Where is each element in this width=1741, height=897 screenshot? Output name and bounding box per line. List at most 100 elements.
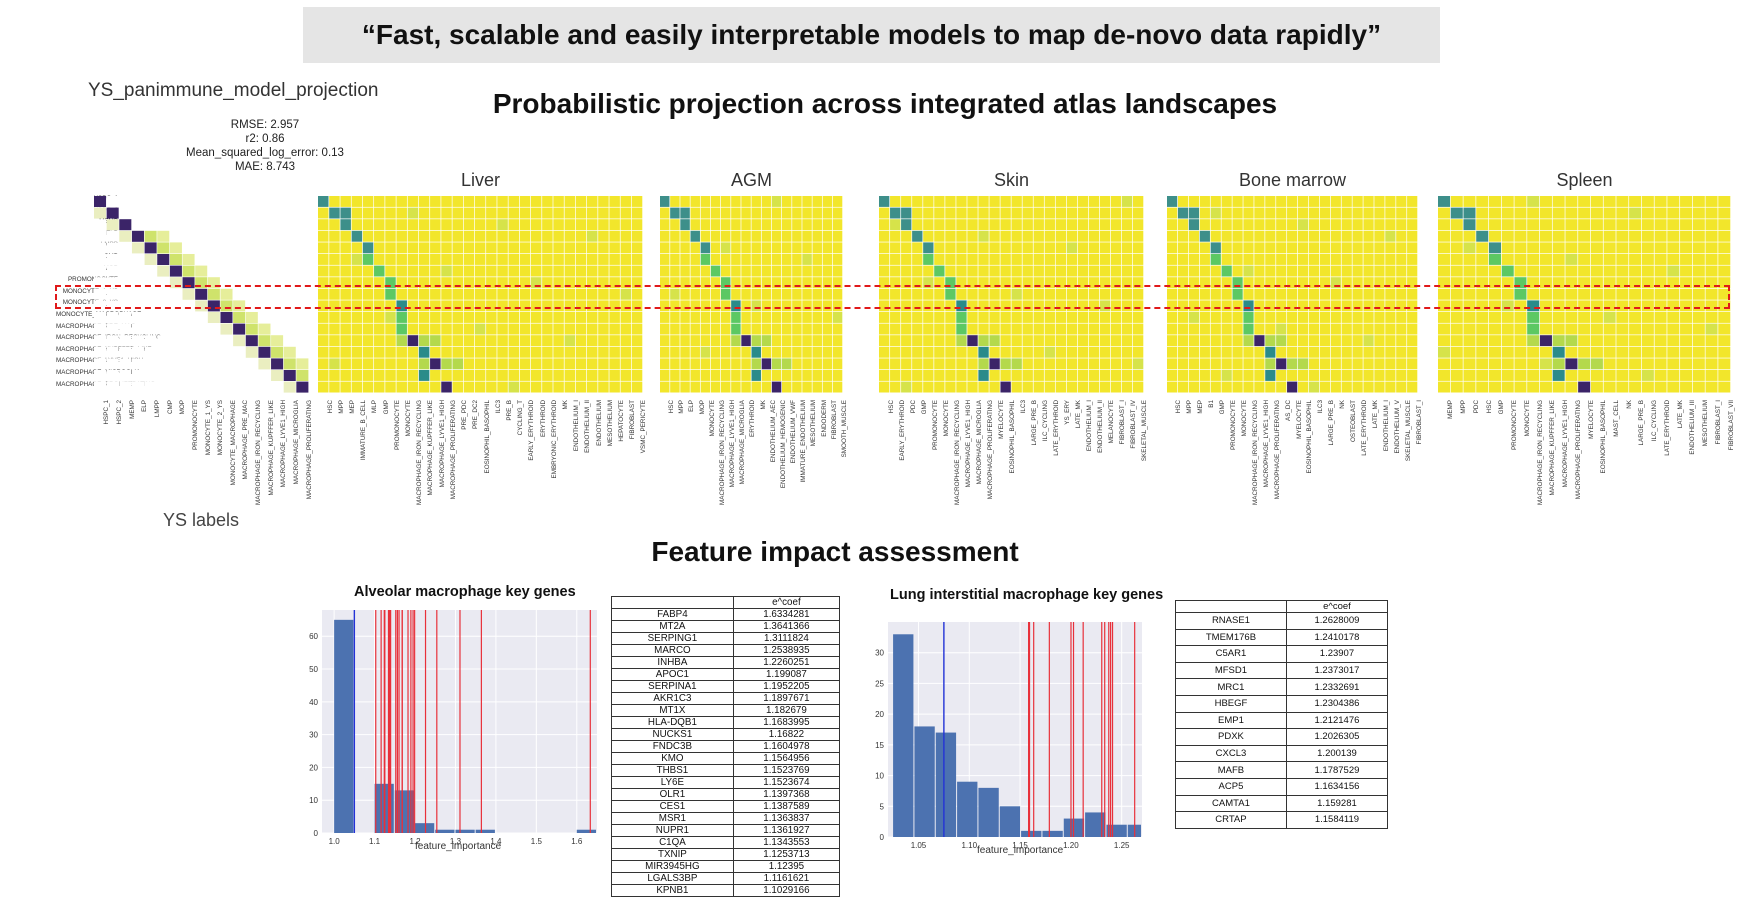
heatmap-cell <box>1297 265 1309 277</box>
gene-name: MT2A <box>611 620 734 633</box>
heatmap-cell <box>157 219 170 231</box>
heatmap-cell <box>119 242 132 254</box>
heatmap-cell <box>1066 196 1078 207</box>
heatmap-cell <box>1718 219 1731 231</box>
heatmap-cell <box>1488 288 1501 300</box>
heatmap-cell <box>1363 219 1374 231</box>
heatmap-cell <box>1667 312 1680 323</box>
heatmap-cell <box>1188 207 1200 219</box>
heatmap-cell <box>1243 196 1254 207</box>
heatmap-cell <box>362 265 374 277</box>
heatmap-cell <box>912 219 923 231</box>
heatmap-cell <box>1110 300 1122 312</box>
heatmap-cell <box>1578 207 1591 219</box>
heatmap-cell <box>761 381 772 393</box>
heatmap-cell <box>967 335 978 347</box>
heatmap-cell <box>1385 300 1396 312</box>
heatmap-cell <box>586 219 598 231</box>
heatmap-cell <box>761 346 772 358</box>
heatmap-cell <box>1188 323 1200 335</box>
heatmap-cell <box>207 265 220 277</box>
heatmap-cell <box>956 277 967 289</box>
heatmap-cell <box>1066 370 1078 381</box>
heatmap-cell <box>1629 242 1642 254</box>
heatmap-cell <box>934 370 945 381</box>
heatmap-cell <box>934 288 945 300</box>
heatmap-cell <box>1265 381 1276 393</box>
heatmap-cell <box>131 312 144 323</box>
heatmap-cell <box>792 219 802 231</box>
heatmap-cell <box>890 370 901 381</box>
column-label: LARGE_PRE_B <box>1328 400 1336 446</box>
panel-column-labels: MEMP MPP PDC HSC GMP PROMONOCYTE MONOCYTE MACRO… <box>1438 400 1734 515</box>
heatmap-cell <box>1243 219 1254 231</box>
heatmap-cell <box>351 381 363 393</box>
heatmap-cell <box>1539 323 1552 335</box>
heatmap-cell <box>474 300 486 312</box>
heatmap-cell <box>1199 230 1210 242</box>
heatmap-cell <box>1221 254 1232 265</box>
gene-coef: 1.1343553 <box>732 836 841 849</box>
heatmap-cell <box>283 230 296 242</box>
gene-coef: 1.2304386 <box>1285 694 1389 713</box>
heatmap-cell <box>1265 277 1276 289</box>
heatmap-cell <box>441 335 452 347</box>
heatmap-cell <box>1641 265 1654 277</box>
heatmap-cell <box>1132 219 1144 231</box>
column-label: EOSINOPHIL_BASOPHIL <box>1008 400 1016 474</box>
heatmap-cell <box>1199 370 1210 381</box>
heatmap-cell <box>1022 230 1033 242</box>
heatmap-cell <box>1308 335 1320 347</box>
heatmap-cell <box>1374 323 1385 335</box>
heatmap-cell <box>233 323 246 335</box>
heatmap-cell <box>1450 346 1463 358</box>
heatmap-cell <box>1578 300 1591 312</box>
heatmap-cell <box>1308 381 1320 393</box>
heatmap-cell <box>945 370 956 381</box>
heatmap-cell <box>1243 381 1254 393</box>
heatmap-cell <box>1680 219 1693 231</box>
heatmap-cell <box>771 254 782 265</box>
heatmap-cell <box>1590 277 1603 289</box>
heatmap-cell <box>195 254 208 265</box>
heatmap-cell <box>1319 196 1330 207</box>
gene-coef: 1.1253713 <box>732 848 841 861</box>
heatmap-cell <box>296 300 309 312</box>
heatmap-cell <box>1341 288 1352 300</box>
column-label: HSC <box>326 400 334 414</box>
heatmap-cell <box>1488 346 1501 358</box>
heatmap-cell <box>1221 219 1232 231</box>
heatmap-cell <box>1319 300 1330 312</box>
heatmap-cell <box>680 335 690 347</box>
x-tick-label: 1.25 <box>1114 841 1130 850</box>
heatmap-cell <box>1254 219 1265 231</box>
gene-name: FNDC3B <box>611 740 734 753</box>
heatmap-cell <box>1055 312 1067 323</box>
heatmap-cell <box>1033 207 1044 219</box>
table-row: MT2A 1.3641366 <box>611 620 841 633</box>
heatmap-cell <box>822 219 833 231</box>
heatmap-cell <box>802 242 812 254</box>
heatmap-cell <box>463 358 475 370</box>
heatmap-cell <box>1374 230 1385 242</box>
heatmap-cell <box>1629 323 1642 335</box>
heatmap-cell <box>631 196 643 207</box>
heatmap-cell <box>564 323 576 335</box>
heatmap-cell <box>680 230 690 242</box>
heatmap-cell <box>1265 288 1276 300</box>
heatmap-cell <box>497 242 508 254</box>
heatmap-cell <box>934 381 945 393</box>
column-label: MESOTHELIUM <box>1702 400 1710 447</box>
heatmap-cell <box>1022 323 1033 335</box>
column-label: MACROPHAGE_LYVE1_HIGH <box>964 400 972 488</box>
heatmap-cell <box>1363 207 1374 219</box>
table-row: MIR3945HG 1.12395 <box>611 860 841 873</box>
heatmap-cell <box>1680 196 1693 207</box>
heatmap-cell <box>318 288 329 300</box>
heatmap-cell <box>106 242 119 254</box>
heatmap-cell <box>1121 323 1133 335</box>
heatmap-cell <box>340 196 351 207</box>
heatmap-cell <box>329 381 340 393</box>
heatmap-cell <box>1044 254 1055 265</box>
column-label: ENDOTHELIUM_I <box>1086 400 1094 452</box>
